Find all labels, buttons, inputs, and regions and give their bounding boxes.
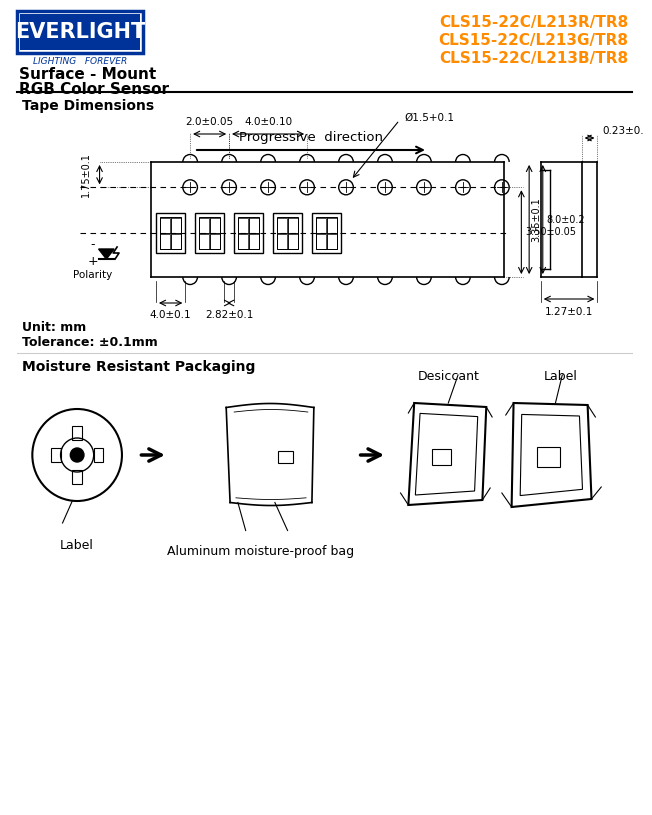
Bar	[72, 470, 82, 484]
Bar	[171, 234, 181, 249]
Bar	[249, 234, 259, 249]
Text: Polarity: Polarity	[73, 270, 112, 280]
Bar	[156, 214, 185, 253]
Bar	[316, 218, 326, 233]
Polygon shape	[98, 249, 114, 259]
Text: Ø1.5+0.1: Ø1.5+0.1	[404, 113, 454, 123]
Text: Label: Label	[543, 370, 577, 383]
Text: 4.0±0.1: 4.0±0.1	[150, 310, 192, 320]
Bar	[51, 448, 61, 462]
Bar	[195, 214, 224, 253]
Bar	[327, 234, 336, 249]
Text: Progressive  direction: Progressive direction	[239, 131, 383, 144]
Bar	[160, 218, 181, 249]
Text: RGB Color Sensor: RGB Color Sensor	[19, 82, 169, 97]
Text: Tolerance: ±0.1mm: Tolerance: ±0.1mm	[22, 336, 157, 349]
Bar	[238, 218, 259, 249]
Text: Label: Label	[60, 539, 94, 552]
Bar	[94, 448, 104, 462]
Bar	[288, 234, 298, 249]
Bar	[239, 234, 248, 249]
Bar	[200, 234, 209, 249]
Text: CLS15-22C/L213G/TR8: CLS15-22C/L213G/TR8	[439, 33, 629, 48]
Bar	[239, 218, 248, 233]
Text: +: +	[87, 254, 98, 267]
Bar	[277, 218, 298, 249]
Bar	[288, 218, 298, 233]
Text: -: -	[91, 239, 95, 252]
Text: 4.0±0.10: 4.0±0.10	[244, 117, 292, 127]
Text: Surface - Mount: Surface - Mount	[19, 67, 156, 82]
Text: Moisture Resistant Packaging: Moisture Resistant Packaging	[22, 360, 255, 374]
Text: 3.35±0.1: 3.35±0.1	[531, 197, 541, 242]
Bar	[278, 451, 293, 463]
Text: 1.75±0.1: 1.75±0.1	[81, 152, 91, 197]
Circle shape	[70, 448, 84, 462]
Bar	[200, 218, 209, 233]
Bar	[210, 218, 220, 233]
Text: LIGHTING   FOREVER: LIGHTING FOREVER	[33, 57, 127, 66]
Bar	[17, 11, 143, 53]
Text: Tape Dimensions: Tape Dimensions	[22, 99, 154, 113]
Text: EVERLIGHT: EVERLIGHT	[15, 22, 145, 42]
Text: 2.82±0.1: 2.82±0.1	[205, 310, 253, 320]
Bar	[199, 218, 220, 249]
Bar	[273, 214, 302, 253]
Bar	[20, 14, 140, 50]
Text: Aluminum moisture-proof bag: Aluminum moisture-proof bag	[167, 544, 354, 557]
Bar	[316, 234, 326, 249]
Bar	[171, 218, 181, 233]
Text: CLS15-22C/L213R/TR8: CLS15-22C/L213R/TR8	[439, 15, 629, 30]
Bar	[210, 234, 220, 249]
Text: 8.0±0.2: 8.0±0.2	[546, 214, 585, 224]
Bar	[249, 218, 259, 233]
Bar	[72, 426, 82, 440]
Text: 2.0±0.05: 2.0±0.05	[186, 117, 233, 127]
Bar	[327, 218, 336, 233]
Text: Unit: mm: Unit: mm	[22, 321, 86, 334]
Text: Desiccant: Desiccant	[417, 370, 479, 383]
Text: 1.27±0.1: 1.27±0.1	[545, 307, 593, 317]
Bar	[432, 449, 451, 465]
Bar	[316, 218, 337, 249]
Bar	[277, 218, 287, 233]
Bar	[160, 234, 170, 249]
Text: 0.23±0.: 0.23±0.	[602, 126, 644, 136]
Bar	[537, 447, 560, 467]
Bar	[277, 234, 287, 249]
Bar	[160, 218, 170, 233]
Text: 3.50±0.05: 3.50±0.05	[526, 227, 576, 237]
Text: CLS15-22C/L213B/TR8: CLS15-22C/L213B/TR8	[439, 51, 629, 66]
Bar	[234, 214, 263, 253]
Bar	[312, 214, 341, 253]
